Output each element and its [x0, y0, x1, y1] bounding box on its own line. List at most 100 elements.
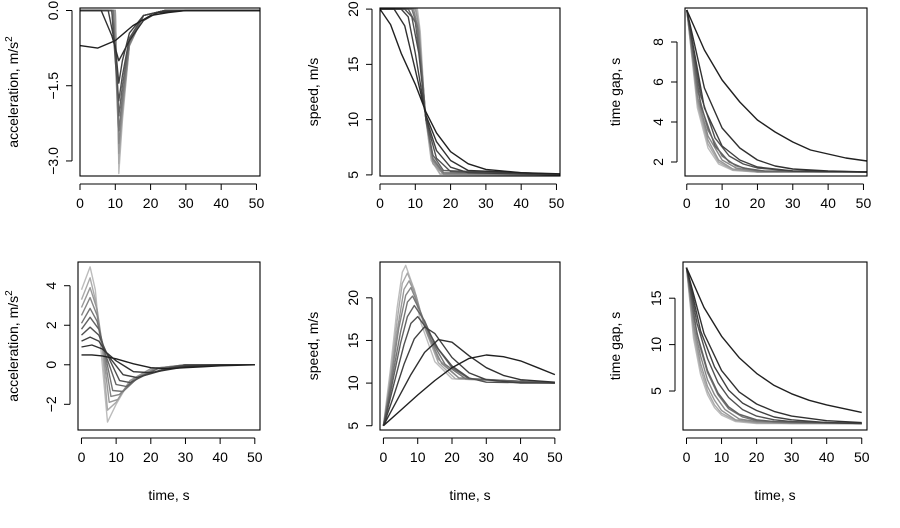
x-tick-label: 40 — [513, 449, 529, 465]
series-line — [80, 296, 255, 398]
series-line — [686, 9, 868, 173]
series-line — [686, 9, 867, 173]
series-line — [380, 8, 561, 176]
x-tick-label: 40 — [212, 449, 228, 465]
x-tick-label: 10 — [108, 195, 124, 211]
x-tick-label: 0 — [76, 195, 84, 211]
series-line — [80, 9, 260, 117]
x-tick-label: 0 — [683, 449, 691, 465]
y-tick-label: −2 — [43, 396, 59, 412]
x-tick-label: 20 — [143, 449, 159, 465]
series-line — [686, 9, 868, 173]
series-line — [686, 9, 867, 173]
x-tick-label: 50 — [249, 195, 265, 211]
series-line — [685, 267, 862, 425]
y-axis-label: acceleration, m/s2 — [4, 36, 21, 148]
x-tick-label: 10 — [714, 195, 730, 211]
y-tick-label: −3.0 — [45, 147, 61, 175]
x-tick-label: 30 — [478, 449, 494, 465]
series-line — [685, 267, 862, 425]
series-line — [382, 338, 555, 427]
y-tick-label: 10 — [345, 375, 361, 391]
x-tick-label: 40 — [513, 195, 529, 211]
x-tick-label: 0 — [78, 449, 86, 465]
x-tick-label: 30 — [478, 195, 494, 211]
series-line — [380, 8, 561, 175]
plot-frame — [77, 261, 261, 431]
series-line — [80, 9, 260, 155]
plot-frame — [379, 7, 561, 177]
y-tick-label: 5 — [648, 387, 664, 395]
series-line — [686, 9, 868, 173]
x-tick-label: 20 — [749, 449, 765, 465]
x-tick-label: 40 — [819, 449, 835, 465]
series-line — [382, 354, 556, 427]
x-tick-label: 10 — [108, 449, 124, 465]
series-line — [80, 9, 260, 84]
y-tick-label: 20 — [345, 290, 361, 306]
series-line — [81, 344, 255, 374]
y-tick-label: 5 — [345, 171, 361, 179]
x-tick-label: 0 — [380, 449, 388, 465]
series-line — [685, 267, 862, 414]
x-tick-label: 50 — [549, 195, 565, 211]
x-tick-label: 40 — [213, 195, 229, 211]
panel-speed-top: 0 10 20 30 40 50 5 10 15 20 speed, m/s — [305, 1, 564, 211]
x-tick-label: 20 — [750, 195, 766, 211]
series-line — [382, 304, 555, 426]
y-tick-label: −1.5 — [45, 72, 61, 100]
y-tick-label: 0 — [43, 361, 59, 369]
y-tick-label: 5 — [345, 422, 361, 430]
series-line — [80, 9, 260, 62]
x-tick-label: 40 — [820, 195, 836, 211]
series-line — [686, 9, 868, 173]
panel-acceleration-bottom: 0 10 20 30 40 50 −2 0 2 4 acceleration, m/s2 time, … — [4, 261, 263, 503]
series-line — [382, 264, 555, 426]
series-line — [379, 8, 561, 175]
x-tick-label: 30 — [178, 449, 194, 465]
x-tick-label: 20 — [444, 449, 460, 465]
series-line — [686, 9, 868, 173]
x-tick-label: 10 — [410, 449, 426, 465]
y-tick-label: 2 — [650, 158, 666, 166]
y-tick-label: 10 — [648, 337, 664, 353]
y-tick-label: 4 — [43, 282, 59, 290]
y-tick-label: 15 — [648, 290, 664, 306]
x-tick-label: 30 — [785, 195, 801, 211]
series-line — [686, 9, 868, 162]
x-tick-label: 30 — [178, 195, 194, 211]
x-tick-label: 10 — [408, 195, 424, 211]
series-line — [382, 286, 555, 426]
series-line — [81, 354, 255, 370]
series-line — [685, 267, 862, 425]
y-axis-label: time gap, s — [607, 312, 623, 380]
series-line — [79, 9, 260, 49]
series-line — [685, 267, 862, 424]
x-axis-label: time, s — [148, 487, 189, 503]
y-tick-label: 20 — [345, 1, 361, 17]
y-tick-label: 15 — [345, 332, 361, 348]
x-tick-label: 50 — [247, 449, 263, 465]
plot-frame — [684, 7, 868, 177]
x-tick-label: 0 — [683, 195, 691, 211]
x-axis-label: time, s — [449, 487, 490, 503]
y-tick-label: 15 — [345, 56, 361, 72]
x-tick-label: 50 — [547, 449, 563, 465]
series-line — [81, 326, 255, 384]
x-tick-label: 50 — [854, 449, 870, 465]
series-line — [686, 9, 867, 173]
y-tick-label: 0.0 — [45, 1, 61, 21]
y-axis-label: speed, m/s — [305, 312, 321, 380]
series-line — [685, 267, 862, 425]
y-axis-label: time gap, s — [607, 58, 623, 126]
panel-speed-bottom: 0 10 20 30 40 50 5 10 15 20 speed, m/s time, s — [305, 261, 563, 503]
y-tick-label: 4 — [650, 118, 666, 126]
plot-frame — [79, 7, 261, 177]
panel-time-gap-top: 0 10 20 30 40 50 2 4 6 8 time gap, s — [607, 7, 871, 211]
series-line — [382, 315, 555, 426]
series-line — [686, 9, 868, 173]
series-line — [382, 295, 555, 426]
series-line — [80, 266, 255, 423]
panel-acceleration-top: 0 10 20 30 40 50 0.0 −1.5 −3.0 acceleration, m/s2 — [4, 1, 264, 211]
